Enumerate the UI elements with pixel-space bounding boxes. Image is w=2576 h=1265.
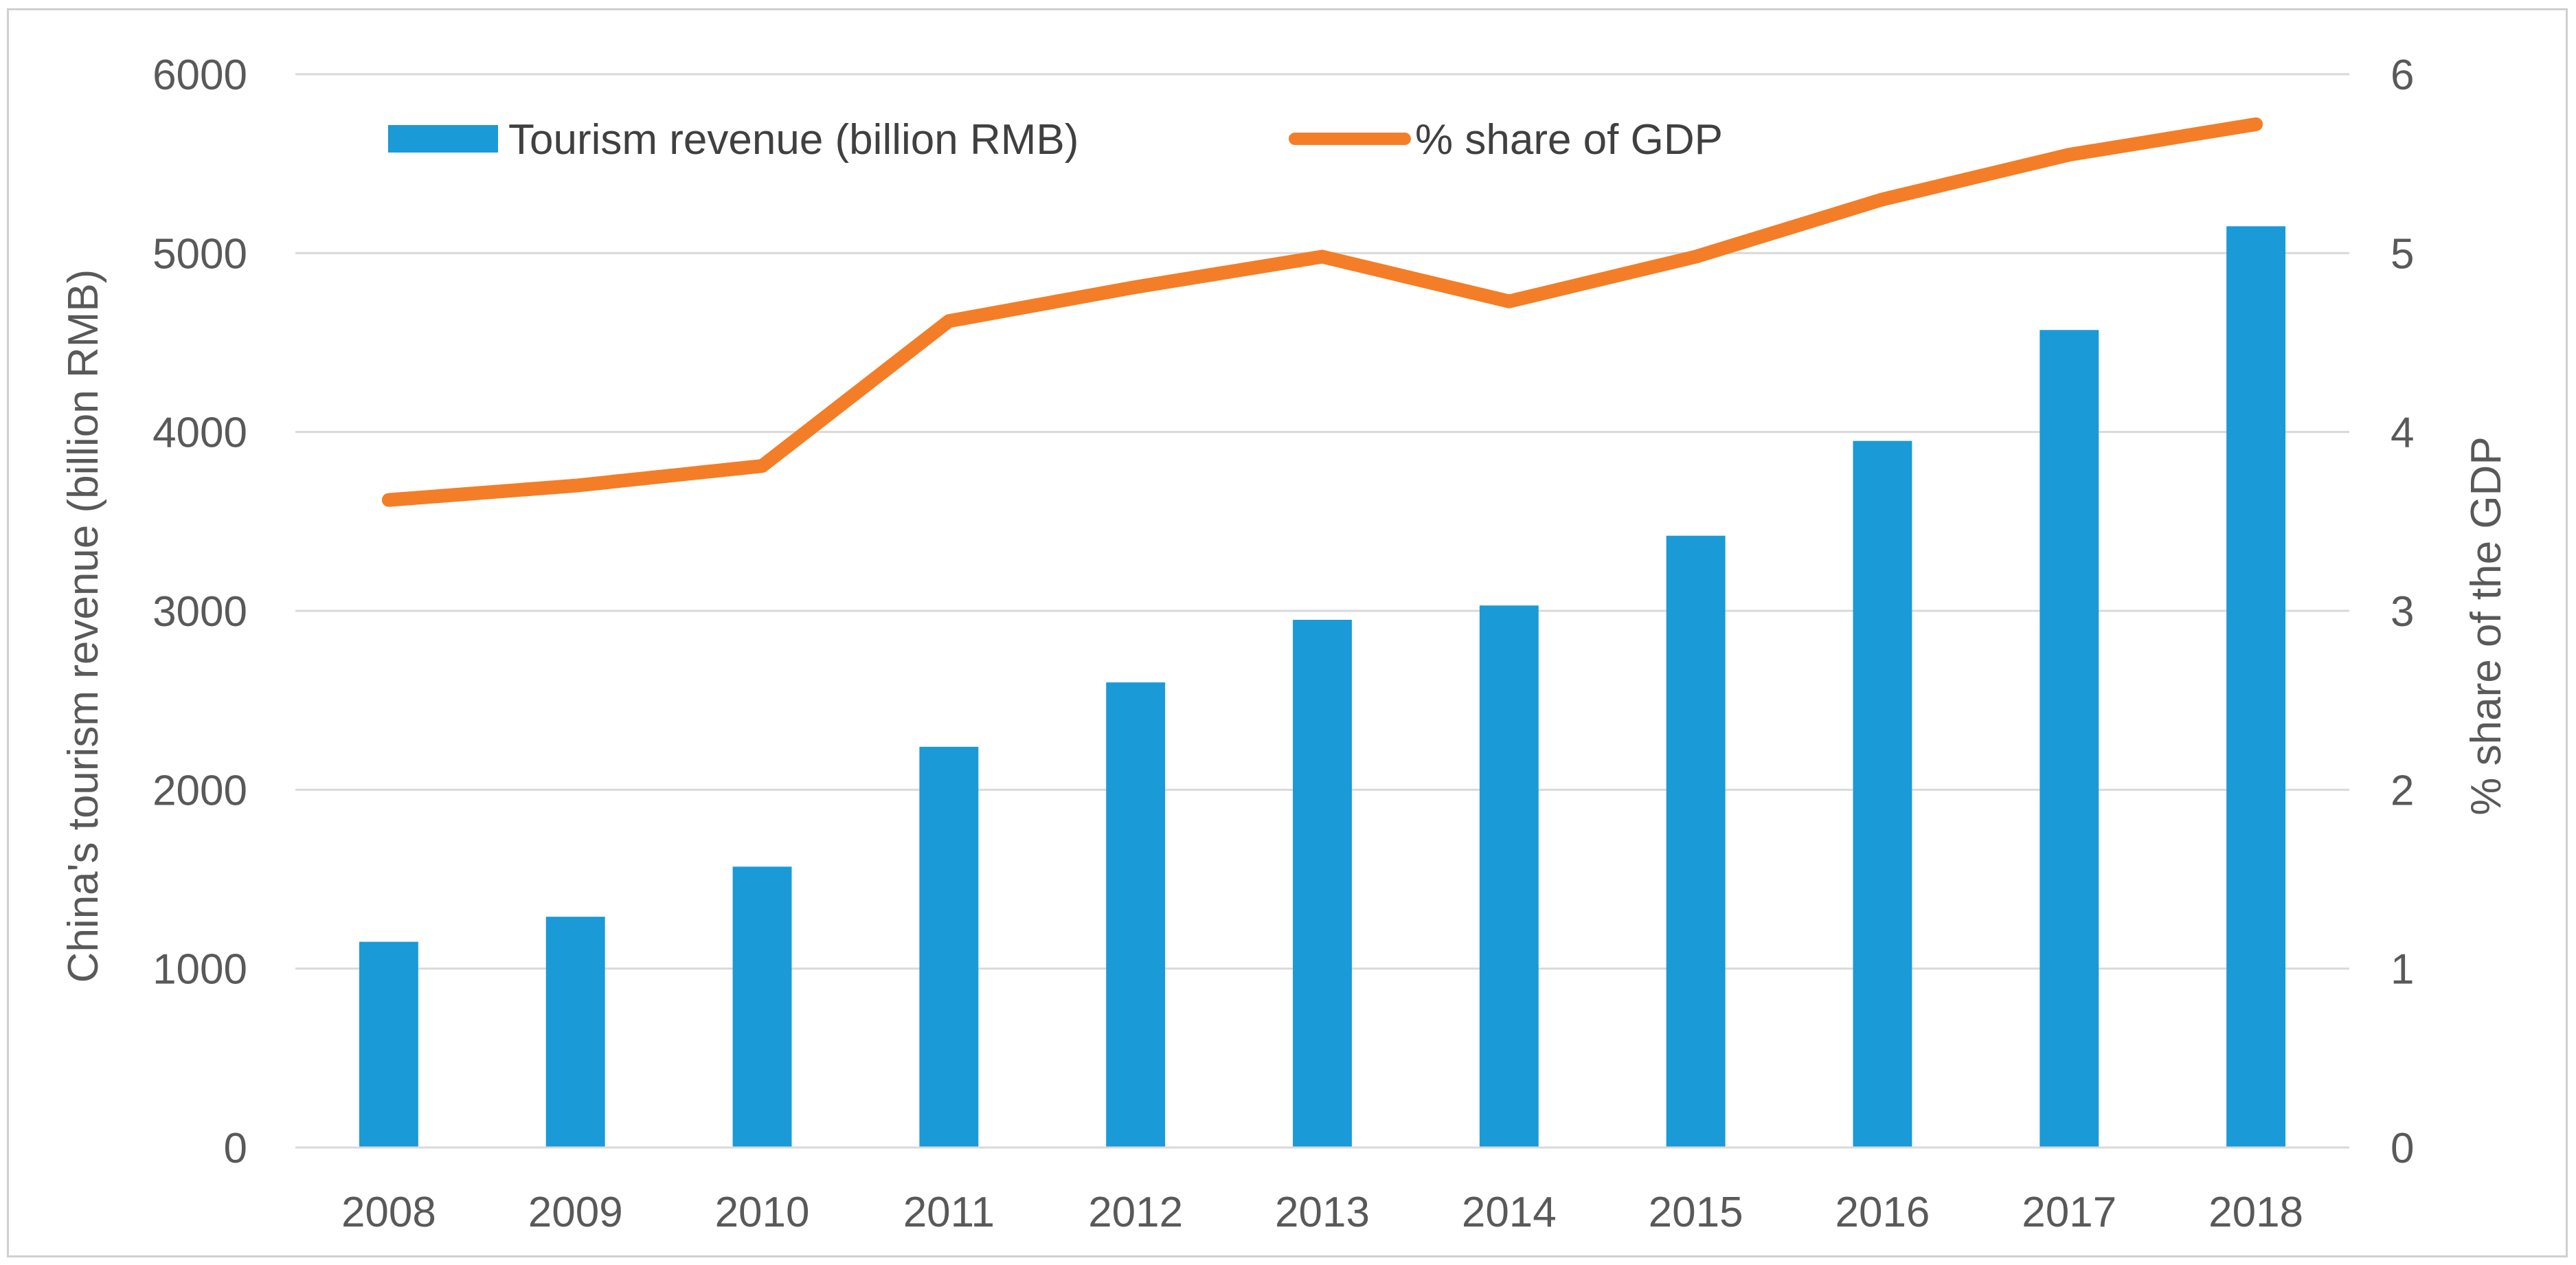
x-tick-label: 2017	[2022, 1189, 2116, 1236]
bar-2010	[732, 866, 792, 1148]
y-tick-label: 2000	[152, 767, 247, 814]
bar-2008	[359, 941, 418, 1148]
bar-2011	[919, 746, 979, 1148]
gdp-share-line	[381, 117, 2263, 507]
bar-2018	[2226, 226, 2286, 1148]
y2-tick-label: 1	[2391, 946, 2414, 994]
y-tick-label: 4000	[152, 410, 247, 457]
line-series-gdp-share	[381, 117, 2263, 507]
x-tick-label: 2011	[903, 1189, 995, 1236]
legend: Tourism revenue (billion RMB) % share of…	[388, 116, 1723, 164]
bar-2013	[1293, 620, 1352, 1148]
y-tick-label: 1000	[152, 946, 247, 994]
x-tick-label: 2018	[2208, 1189, 2303, 1236]
legend-label-line: % share of GDP	[1415, 116, 1723, 164]
bar-2009	[545, 917, 605, 1148]
y2-axis-title: % share of the GDP	[2463, 436, 2510, 815]
y2-tick-label: 2	[2391, 767, 2414, 814]
x-tick-label: 2013	[1275, 1189, 1370, 1236]
bar-2014	[1479, 605, 1539, 1148]
bar-series-tourism-revenue	[359, 226, 2286, 1148]
x-tick-label: 2015	[1649, 1189, 1743, 1236]
x-tick-label: 2016	[1835, 1189, 1930, 1236]
y2-tick-label: 0	[2391, 1125, 2414, 1172]
y-tick-label: 6000	[152, 52, 247, 99]
legend-swatch-bar	[388, 125, 498, 153]
y2-tick-label: 5	[2391, 230, 2414, 278]
y-axis-title: China's tourism revenue (billion RMB)	[60, 269, 107, 983]
x-tick-label: 2010	[715, 1189, 810, 1236]
y-tick-label: 3000	[152, 588, 247, 636]
x-tick-label: 2012	[1088, 1189, 1183, 1236]
bar-2017	[2040, 330, 2099, 1148]
gridlines	[295, 73, 2349, 970]
x-tick-label: 2009	[528, 1189, 623, 1236]
y2-tick-label: 6	[2391, 52, 2414, 99]
x-tick-label: 2014	[1462, 1189, 1557, 1236]
legend-label-bar: Tourism revenue (billion RMB)	[508, 116, 1078, 164]
bar-2016	[1853, 440, 1912, 1148]
y2-tick-label: 4	[2391, 410, 2414, 457]
axes: 0 1000 2000 3000 4000 5000 6000 0 1 2 3 4 5 6 2008 2009…	[152, 52, 2414, 1236]
x-tick-label: 2008	[341, 1189, 436, 1236]
bar-2012	[1106, 682, 1166, 1148]
y-tick-label: 0	[224, 1125, 247, 1172]
bar-2015	[1666, 535, 1726, 1148]
y-tick-label: 5000	[152, 230, 247, 278]
y2-tick-label: 3	[2391, 588, 2414, 636]
chart-frame	[7, 8, 2568, 1257]
